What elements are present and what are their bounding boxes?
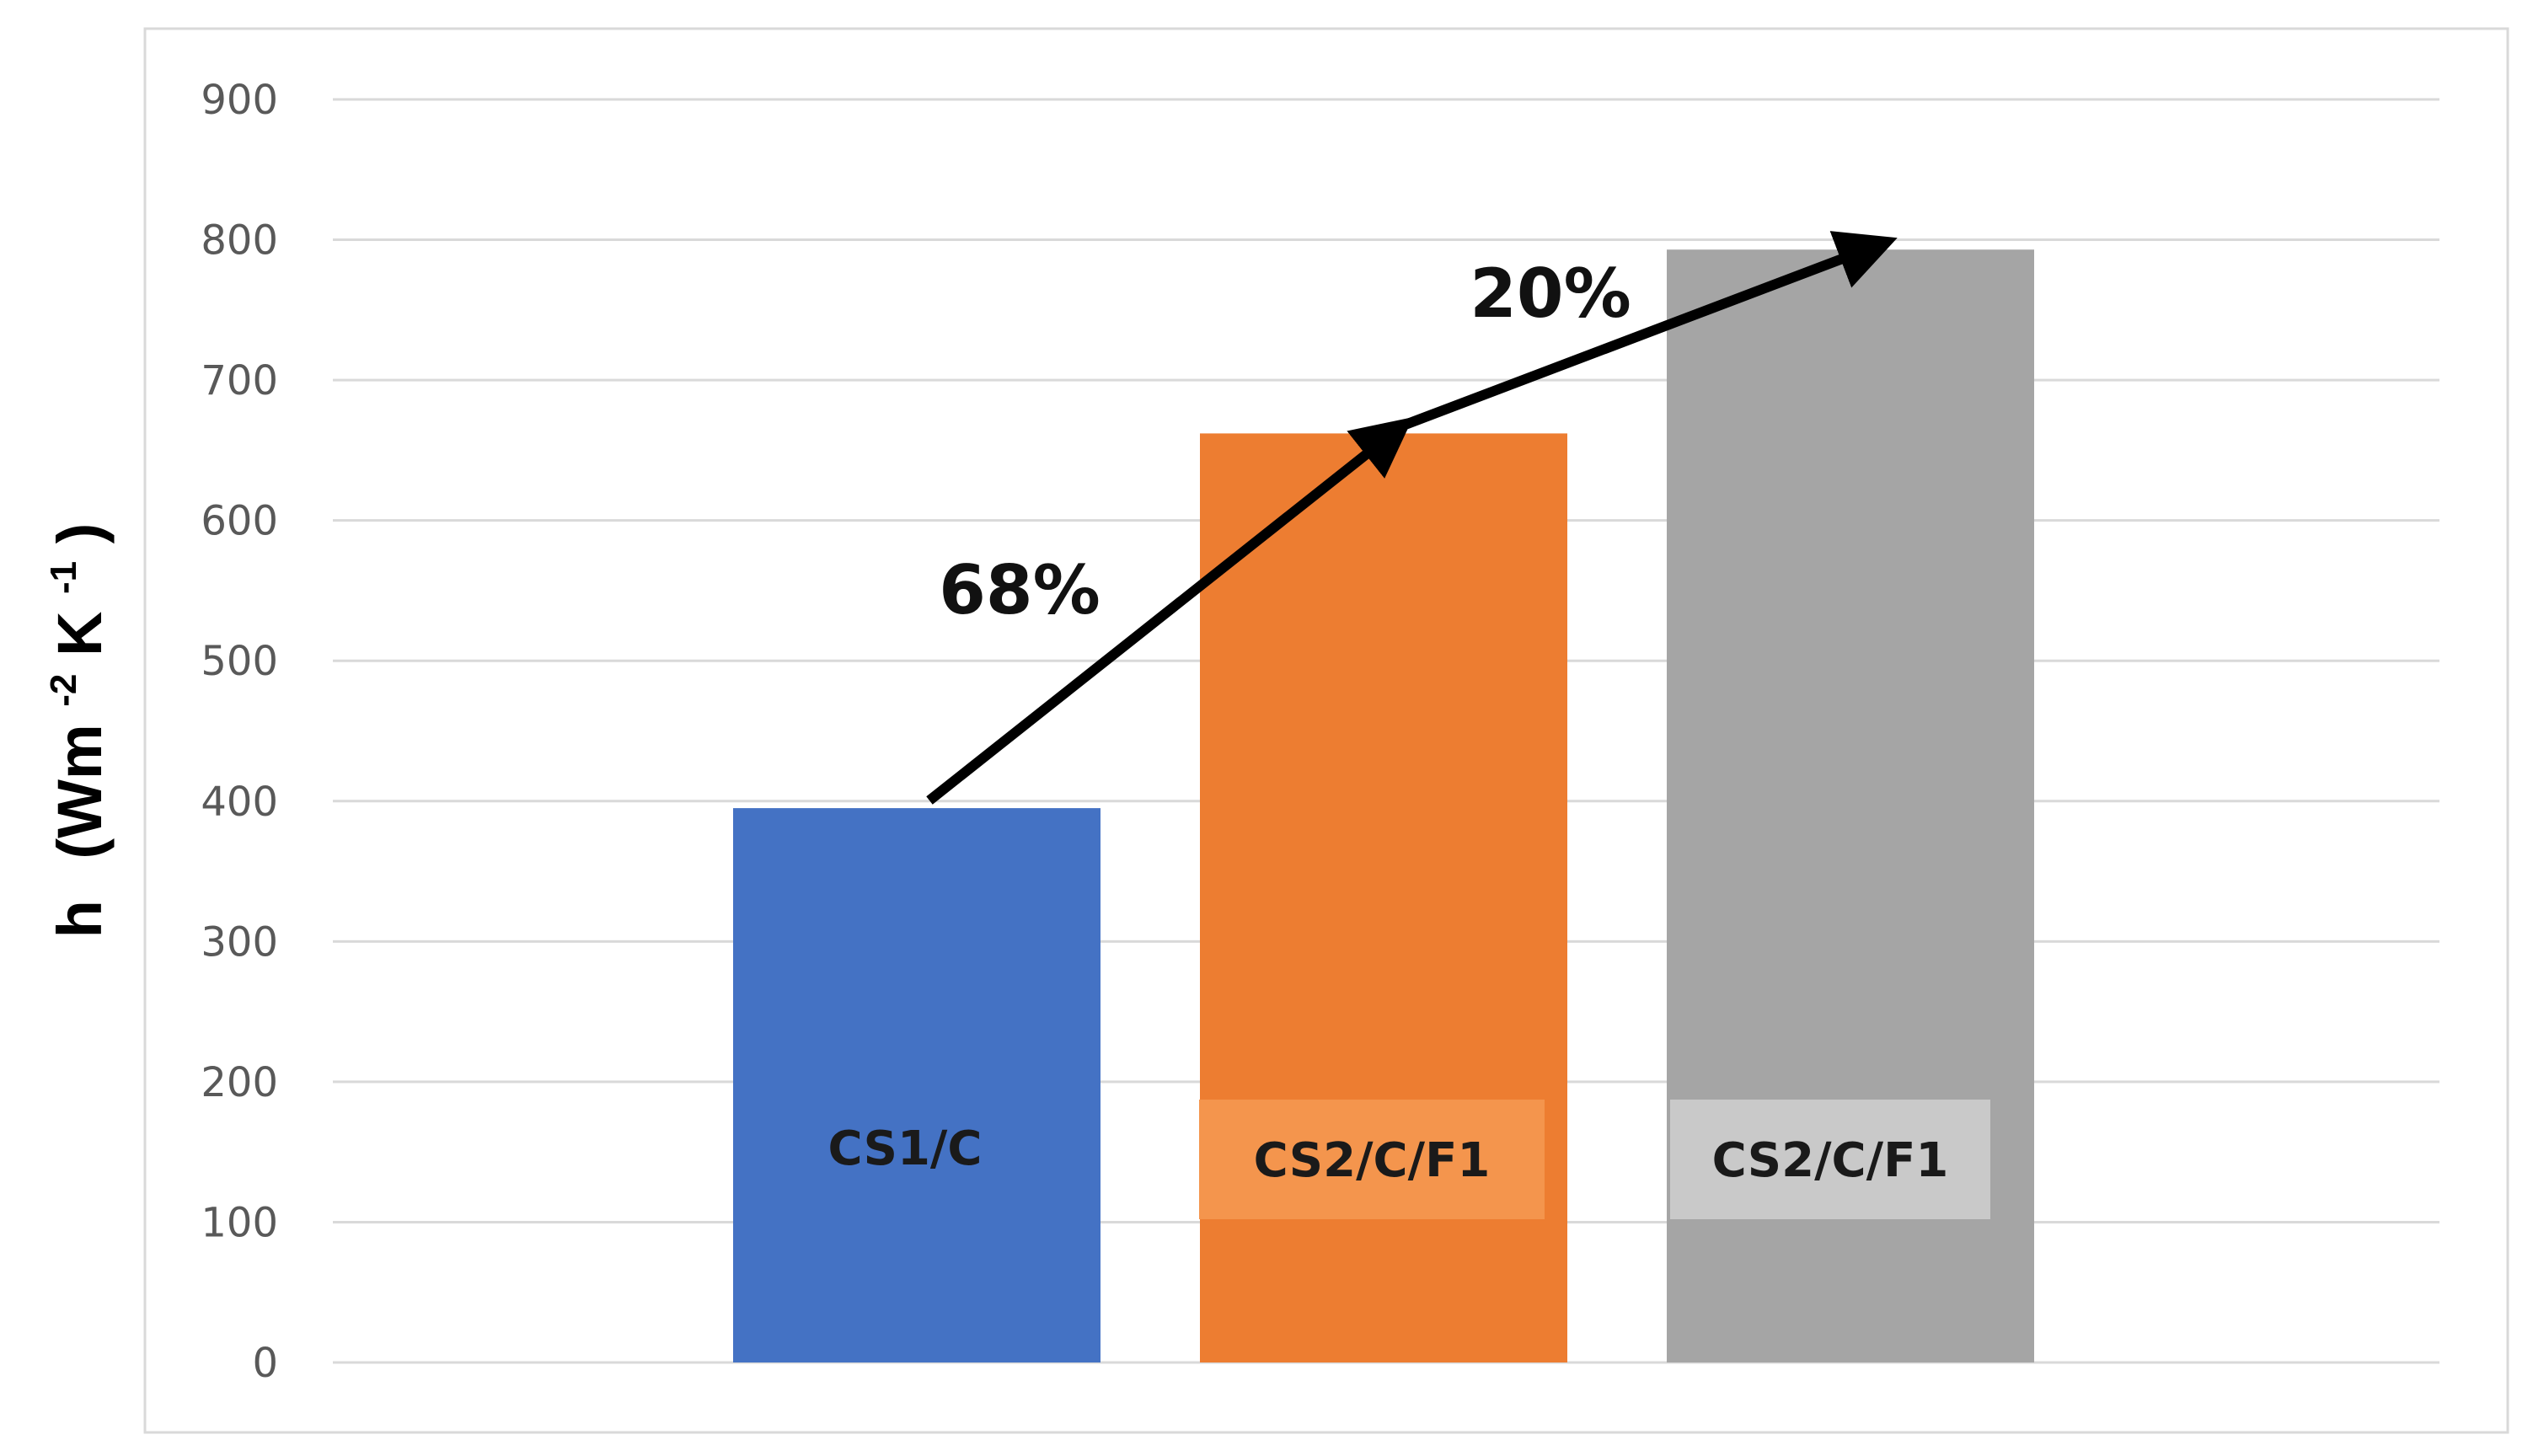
- y-axis-label-exponent-1: -2: [43, 674, 84, 707]
- y-tick-label: 600: [201, 498, 278, 545]
- growth-percentage-label: 20%: [1470, 254, 1631, 333]
- category-labels: CS1/C CS2/C/F1 CS2/C/F1: [828, 1100, 1990, 1219]
- y-axis-label-unit-mid: K: [45, 612, 115, 656]
- growth-annotations: 68% 20%: [926, 231, 1898, 805]
- y-tick-label: 800: [201, 217, 278, 265]
- y-axis-ticks: 0 100 200 300 400 500 600 700 800 900: [201, 77, 278, 1387]
- y-tick-label: 300: [201, 918, 278, 966]
- growth-arrow: [1400, 231, 1898, 431]
- y-tick-label: 400: [201, 779, 278, 826]
- y-axis-label-unit-close: ): [45, 523, 115, 544]
- y-tick-label: 900: [201, 77, 278, 124]
- growth-percentage-label: 68%: [939, 551, 1100, 629]
- y-axis-label-unit-open: (Wm: [45, 724, 115, 859]
- growth-arrow: [926, 416, 1414, 805]
- y-axis-label-symbol: h: [45, 900, 115, 938]
- category-label: CS2/C/F1: [1254, 1133, 1491, 1188]
- category-label-box: [1670, 1100, 1990, 1219]
- category-label: CS1/C: [828, 1121, 983, 1176]
- y-tick-label: 700: [201, 357, 278, 404]
- y-axis-label: h (Wm -2 K -1 ): [19, 523, 115, 939]
- gridlines: [333, 98, 2439, 1364]
- y-tick-label: 200: [201, 1059, 278, 1106]
- category-label: CS2/C/F1: [1712, 1133, 1949, 1188]
- category-label-box: [1199, 1100, 1545, 1219]
- y-tick-label: 500: [201, 638, 278, 685]
- y-axis-label-exponent-2: -1: [43, 561, 84, 594]
- bar: [1200, 433, 1567, 1362]
- y-tick-label: 0: [252, 1340, 278, 1387]
- y-tick-label: 100: [201, 1199, 278, 1246]
- bar: [733, 808, 1100, 1362]
